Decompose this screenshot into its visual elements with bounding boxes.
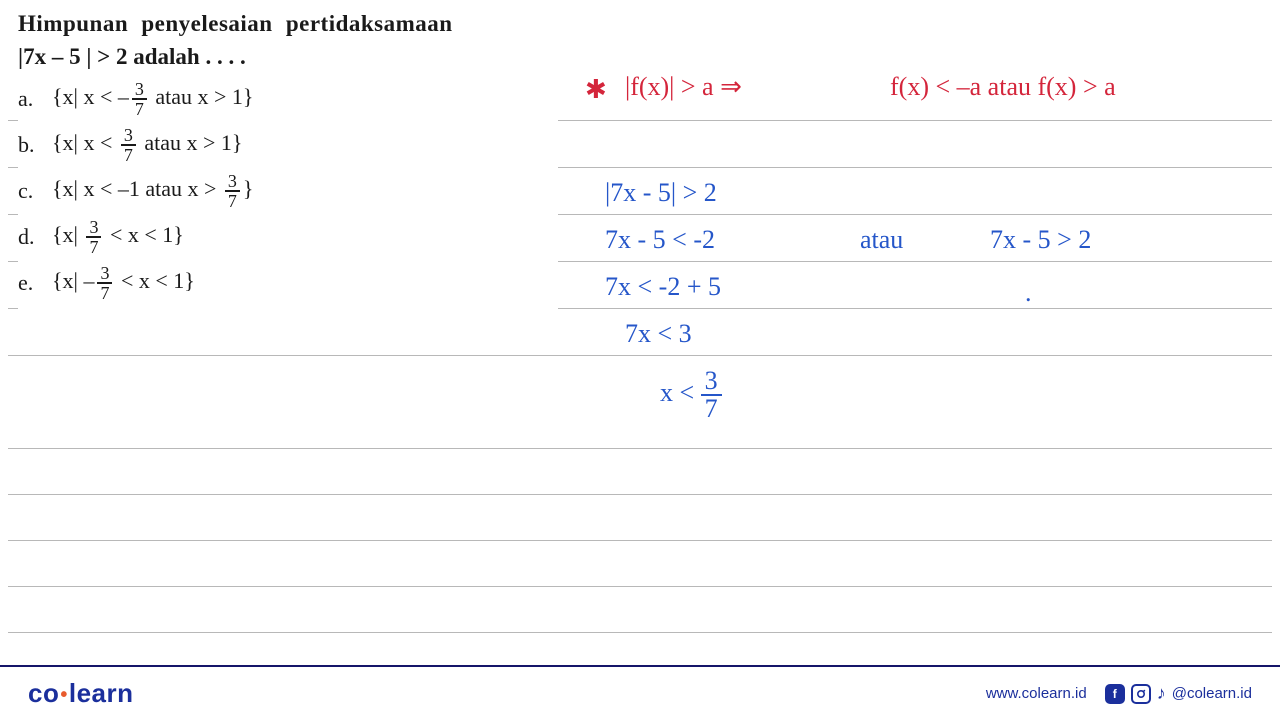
options-list: a.{x| x < –37 atau x > 1}b.{x| x < 37 at… (18, 80, 558, 302)
option-row: d.{x| 37 < x < 1} (18, 218, 558, 256)
handwritten-rule-rhs: f(x) < –a atau f(x) > a (890, 72, 1116, 102)
handwritten-step: 7x < 3 (625, 319, 692, 349)
handwritten-step: 7x - 5 > 2 (990, 225, 1091, 255)
logo-text-left: co (28, 678, 59, 708)
handwritten-step: 7x < -2 + 5 (605, 272, 721, 302)
rule-line (8, 355, 1272, 356)
rule-line (8, 586, 1272, 587)
option-text: {x| x < –37 atau x > 1} (52, 80, 253, 118)
option-text: {x| –37 < x < 1} (52, 264, 195, 302)
handwritten-step: atau (860, 225, 903, 255)
logo-text-right: learn (69, 678, 134, 708)
handwritten-step: 7x - 5 < -2 (605, 225, 715, 255)
brand-logo: co•learn (28, 678, 134, 709)
option-label: a. (18, 84, 52, 114)
option-text: {x| 37 < x < 1} (52, 218, 184, 256)
handwritten-dot: . (1025, 278, 1032, 308)
handwritten-rule-lhs: |f(x)| > a ⇒ (625, 72, 742, 102)
rule-line (8, 494, 1272, 495)
footer: co•learn www.colearn.id f ♪ @colearn.id (0, 665, 1280, 720)
tiktok-icon[interactable]: ♪ (1157, 683, 1166, 704)
rule-line (8, 448, 1272, 449)
question-title: Himpunan penyelesaian pertidaksamaan (18, 8, 558, 39)
option-label: b. (18, 130, 52, 160)
social-handle[interactable]: @colearn.id (1172, 685, 1252, 702)
question-subtitle: |7x – 5 | > 2 adalah . . . . (18, 41, 558, 72)
social-icons: f ♪ @colearn.id (1105, 683, 1252, 704)
rule-line (8, 632, 1272, 633)
option-row: e.{x| –37 < x < 1} (18, 264, 558, 302)
option-text: {x| x < –1 atau x > 37} (52, 172, 253, 210)
handwritten-star: ✱ (585, 75, 607, 105)
instagram-icon[interactable] (1131, 684, 1151, 704)
option-row: b.{x| x < 37 atau x > 1} (18, 126, 558, 164)
option-row: c.{x| x < –1 atau x > 37} (18, 172, 558, 210)
footer-url[interactable]: www.colearn.id (986, 685, 1087, 702)
footer-right: www.colearn.id f ♪ @colearn.id (986, 683, 1252, 704)
logo-dot-icon: • (60, 684, 68, 706)
option-label: c. (18, 176, 52, 206)
handwritten-step: |7x - 5| > 2 (605, 178, 717, 208)
option-row: a.{x| x < –37 atau x > 1} (18, 80, 558, 118)
option-label: e. (18, 268, 52, 298)
question-block: Himpunan penyelesaian pertidaksamaan |7x… (18, 8, 558, 310)
rule-line (8, 540, 1272, 541)
worksheet-area: Himpunan penyelesaian pertidaksamaan |7x… (0, 0, 1280, 665)
option-label: d. (18, 222, 52, 252)
option-text: {x| x < 37 atau x > 1} (52, 126, 242, 164)
handwritten-fraction: x < 37 (660, 368, 722, 422)
facebook-icon[interactable]: f (1105, 684, 1125, 704)
